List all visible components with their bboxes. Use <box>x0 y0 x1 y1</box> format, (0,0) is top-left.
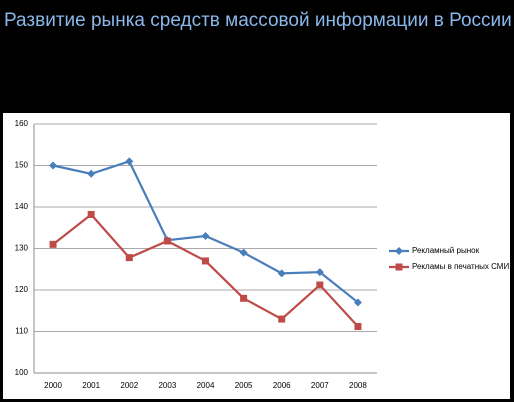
x-tick-label: 2004 <box>197 381 215 390</box>
legend-label: Рекламы в печатных СМИ <box>412 262 509 271</box>
point <box>201 232 210 241</box>
point <box>163 237 171 245</box>
point <box>353 298 362 307</box>
point <box>87 169 96 178</box>
x-tick-label: 2000 <box>44 381 62 390</box>
point <box>278 315 286 323</box>
y-tick-label: 110 <box>15 327 28 336</box>
y-tick-label: 130 <box>15 244 29 253</box>
point <box>315 268 324 277</box>
chart-area <box>3 113 510 399</box>
point <box>125 254 133 262</box>
x-tick-label: 2006 <box>273 381 291 390</box>
legend-label: Рекламный рынок <box>412 246 480 255</box>
y-tick-label: 120 <box>15 285 29 294</box>
point <box>316 281 324 289</box>
point <box>87 210 95 218</box>
y-tick-label: 160 <box>15 119 29 128</box>
legend-marker <box>395 247 403 255</box>
x-tick-label: 2007 <box>311 381 329 390</box>
y-tick-label: 150 <box>15 161 29 170</box>
point <box>125 157 134 166</box>
slide-title: Развитие рынка средств массовой информац… <box>4 10 512 31</box>
point <box>277 269 286 278</box>
legend-marker <box>395 263 403 271</box>
x-tick-label: 2008 <box>349 381 367 390</box>
point <box>49 161 58 170</box>
point <box>239 248 248 257</box>
point <box>202 257 209 265</box>
x-tick-label: 2005 <box>235 381 253 390</box>
y-tick-label: 140 <box>15 202 29 211</box>
y-tick-label: 100 <box>15 368 29 377</box>
point <box>49 240 57 248</box>
x-tick-label: 2002 <box>120 381 138 390</box>
x-tick-label: 2001 <box>82 381 100 390</box>
x-tick-label: 2003 <box>158 381 176 390</box>
point <box>354 323 362 331</box>
point <box>240 294 248 302</box>
